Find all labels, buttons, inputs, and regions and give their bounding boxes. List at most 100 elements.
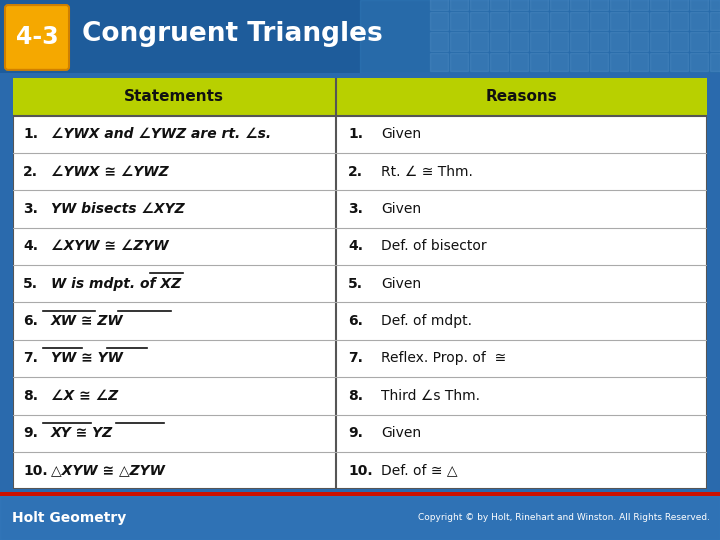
Bar [490,0,508,10]
Bar [590,12,608,30]
Text: 6.: 6. [23,314,38,328]
Text: XY ≅ YZ: XY ≅ YZ [51,426,113,440]
Bar [550,0,568,10]
Bar [650,52,668,71]
Bar [550,32,568,51]
Bar [650,12,668,30]
Bar [710,52,720,71]
Bar [510,0,528,10]
Text: YW bisects ∠XYZ: YW bisects ∠XYZ [51,202,185,216]
Text: Holt Geometry: Holt Geometry [12,511,126,525]
Bar [510,12,528,30]
Bar [430,52,448,71]
Bar [470,52,488,71]
Bar [450,32,468,51]
Bar [630,32,648,51]
Bar [630,0,648,10]
Text: 8.: 8. [348,389,363,403]
Bar [690,12,708,30]
Text: W is mdpt. of XZ: W is mdpt. of XZ [51,277,181,291]
Text: 3.: 3. [23,202,38,216]
Text: Reflex. Prop. of  ≅: Reflex. Prop. of ≅ [381,352,506,366]
Bar [530,12,548,30]
Text: 1.: 1. [23,127,38,141]
Bar [690,0,708,10]
Text: △XYW ≅ △ZYW: △XYW ≅ △ZYW [51,463,165,477]
Bar [570,52,588,71]
Text: Def. of ≅ △: Def. of ≅ △ [381,463,457,477]
Text: 4.: 4. [23,239,38,253]
Text: 3.: 3. [348,202,363,216]
Bar [570,32,588,51]
Bar [710,0,720,10]
Bar [610,52,628,71]
Text: 6.: 6. [348,314,363,328]
Bar [690,52,708,71]
Bar [650,32,668,51]
Bar [670,12,688,30]
Text: 2.: 2. [23,165,38,179]
Bar [570,0,588,10]
Text: Def. of bisector: Def. of bisector [381,239,487,253]
Bar [450,12,468,30]
Text: Given: Given [381,127,421,141]
Bar [550,12,568,30]
Text: Congruent Triangles: Congruent Triangles [82,22,383,48]
Text: 5.: 5. [23,277,38,291]
Bar [710,12,720,30]
Text: ∠XYW ≅ ∠ZYW: ∠XYW ≅ ∠ZYW [51,239,168,253]
Bar [670,0,688,10]
Text: 9.: 9. [348,426,363,440]
Bar [590,0,608,10]
Text: ∠YWX and ∠YWZ are rt. ∠s.: ∠YWX and ∠YWZ are rt. ∠s. [51,127,271,141]
Bar [610,12,628,30]
Bar [490,12,508,30]
Bar [630,12,648,30]
Text: ∠X ≅ ∠Z: ∠X ≅ ∠Z [51,389,118,403]
Bar [430,32,448,51]
Bar [530,32,548,51]
Text: XW ≅ ZW: XW ≅ ZW [51,314,124,328]
Text: Third ∠s Thm.: Third ∠s Thm. [381,389,480,403]
Text: ∠YWX ≅ ∠YWZ: ∠YWX ≅ ∠YWZ [51,165,168,179]
Bar [570,12,588,30]
Text: Statements: Statements [125,90,225,104]
FancyBboxPatch shape [5,5,69,70]
Text: 5.: 5. [348,277,363,291]
Bar [450,52,468,71]
Text: Rt. ∠ ≅ Thm.: Rt. ∠ ≅ Thm. [381,165,473,179]
Bar [690,32,708,51]
Bar [470,12,488,30]
Bar [610,32,628,51]
Text: 9.: 9. [23,426,38,440]
Text: 7.: 7. [348,352,363,366]
Text: Given: Given [381,277,421,291]
Bar [590,52,608,71]
Text: Given: Given [381,202,421,216]
Bar [430,12,448,30]
Text: Given: Given [381,426,421,440]
Text: 4.: 4. [348,239,363,253]
Bar [550,52,568,71]
Bar [430,0,448,10]
Bar [470,32,488,51]
Bar [530,0,548,10]
Bar [710,32,720,51]
Text: 2.: 2. [348,165,363,179]
Text: 8.: 8. [23,389,38,403]
Text: 7.: 7. [23,352,38,366]
Bar [360,0,720,73]
Bar [610,0,628,10]
Text: 1.: 1. [348,127,363,141]
Text: 4-3: 4-3 [16,25,58,50]
Bar [510,32,528,51]
Bar [490,32,508,51]
Text: 10.: 10. [348,463,373,477]
Bar [630,52,648,71]
Text: YW ≅ YW: YW ≅ YW [51,352,123,366]
Bar [590,32,608,51]
Bar [510,52,528,71]
Bar [670,52,688,71]
Text: 10.: 10. [23,463,48,477]
Bar [450,0,468,10]
